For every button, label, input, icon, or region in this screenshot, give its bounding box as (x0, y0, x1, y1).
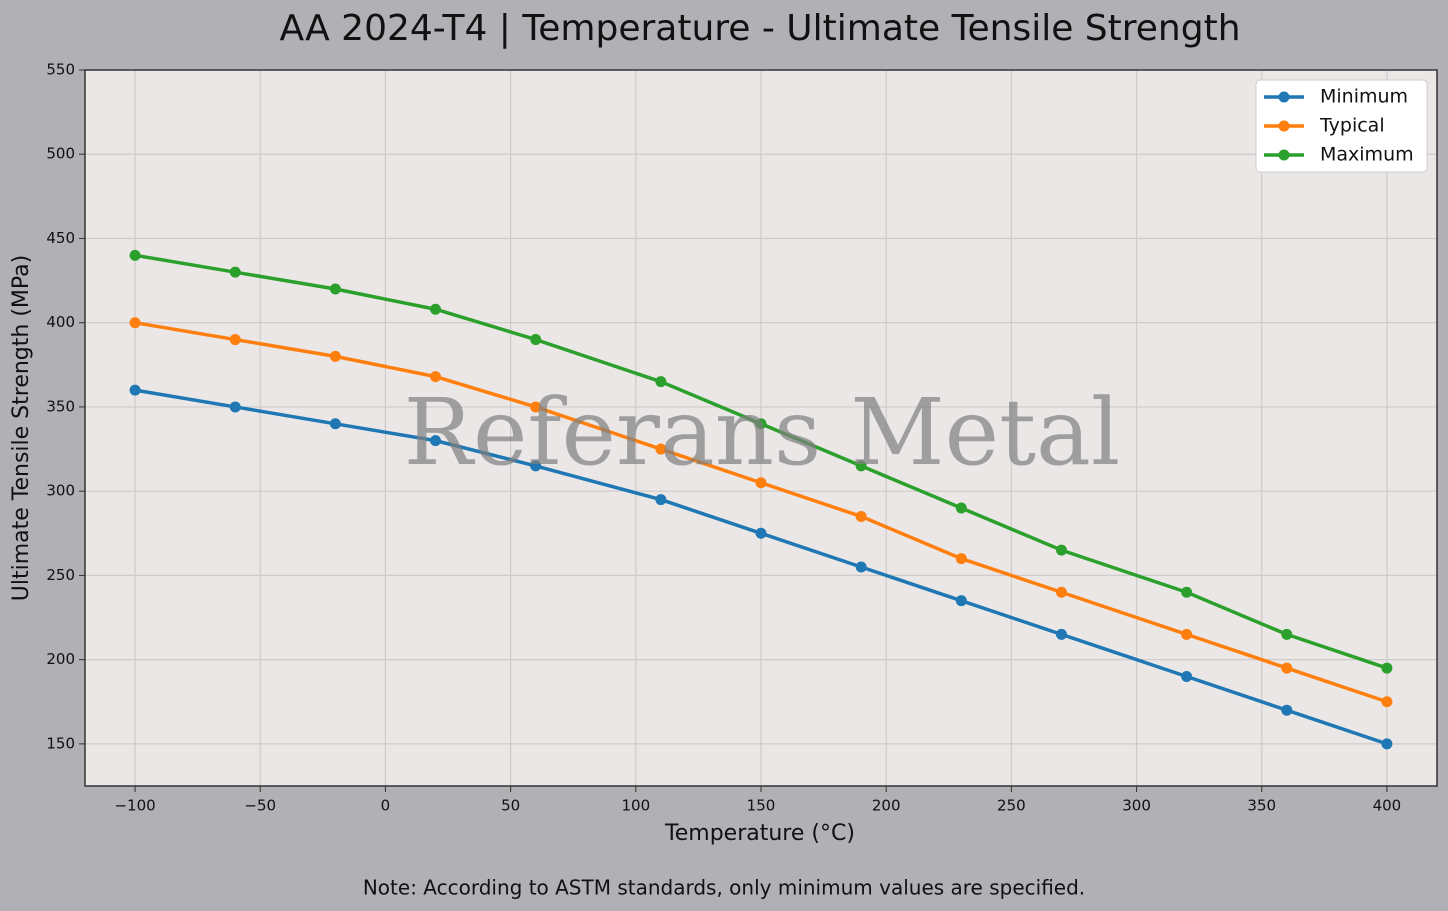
data-point (1181, 670, 1193, 682)
legend-marker (1278, 149, 1290, 161)
data-point (1281, 704, 1293, 716)
x-tick-label: 200 (872, 797, 901, 815)
data-point (755, 418, 767, 430)
y-tick-label: 500 (46, 145, 75, 163)
data-point (655, 376, 667, 388)
data-point (655, 443, 667, 455)
y-tick-label: 300 (46, 482, 75, 500)
data-point (1381, 738, 1393, 750)
y-axis-label: Ultimate Tensile Strength (MPa) (9, 255, 34, 601)
x-tick-label: 400 (1373, 797, 1402, 815)
y-tick-label: 550 (46, 61, 75, 79)
x-tick-label: 50 (501, 797, 520, 815)
data-point (229, 334, 241, 346)
data-point (329, 418, 341, 430)
legend-marker (1278, 91, 1290, 103)
data-point (755, 477, 767, 489)
data-point (129, 384, 141, 396)
y-tick-label: 450 (46, 229, 75, 247)
data-point (655, 494, 667, 506)
x-tick-label: 250 (997, 797, 1026, 815)
data-point (229, 266, 241, 278)
data-point (1055, 586, 1067, 598)
x-tick-label: 300 (1122, 797, 1151, 815)
legend-label: Typical (1319, 115, 1385, 137)
data-point (1281, 628, 1293, 640)
chart-title: AA 2024-T4 | Temperature - Ultimate Tens… (279, 8, 1240, 49)
y-tick-label: 350 (46, 397, 75, 415)
data-point (1055, 628, 1067, 640)
watermark: Referans Metal (404, 379, 1121, 486)
y-tick-label: 250 (46, 566, 75, 584)
x-tick-label: −50 (244, 797, 276, 815)
x-tick-label: −100 (114, 797, 155, 815)
data-point (430, 371, 442, 383)
x-tick-label: 350 (1247, 797, 1276, 815)
data-point (329, 283, 341, 295)
y-tick-label: 200 (46, 650, 75, 668)
data-point (1381, 696, 1393, 708)
data-point (530, 401, 542, 413)
data-point (430, 435, 442, 447)
legend-marker (1278, 120, 1290, 132)
data-point (530, 334, 542, 346)
grid (85, 69, 1437, 786)
data-point (855, 561, 867, 573)
data-point (755, 527, 767, 539)
data-point (955, 595, 967, 607)
legend-label: Maximum (1320, 144, 1414, 166)
y-tick-label: 400 (46, 313, 75, 331)
x-tick-label: 150 (747, 797, 776, 815)
y-tick-label: 150 (46, 734, 75, 752)
data-point (1181, 586, 1193, 598)
x-tick-label: 0 (381, 797, 391, 815)
data-point (1381, 662, 1393, 674)
data-point (530, 460, 542, 472)
data-point (129, 249, 141, 261)
data-point (329, 350, 341, 362)
legend-label: Minimum (1320, 86, 1408, 108)
x-axis-label: Temperature (°C) (664, 821, 855, 846)
data-point (855, 460, 867, 472)
data-point (855, 510, 867, 522)
note: Note: According to ASTM standards, only … (363, 876, 1085, 900)
data-point (1055, 544, 1067, 556)
data-point (229, 401, 241, 413)
legend-box (1255, 79, 1428, 173)
data-point (955, 553, 967, 565)
data-point (129, 317, 141, 329)
data-point (430, 303, 442, 315)
x-tick-label: 100 (621, 797, 650, 815)
lines (129, 249, 1393, 750)
legend: Minimum Typical Maximum (1255, 79, 1428, 173)
data-point (1181, 628, 1193, 640)
data-point (955, 502, 967, 514)
data-point (1281, 662, 1293, 674)
